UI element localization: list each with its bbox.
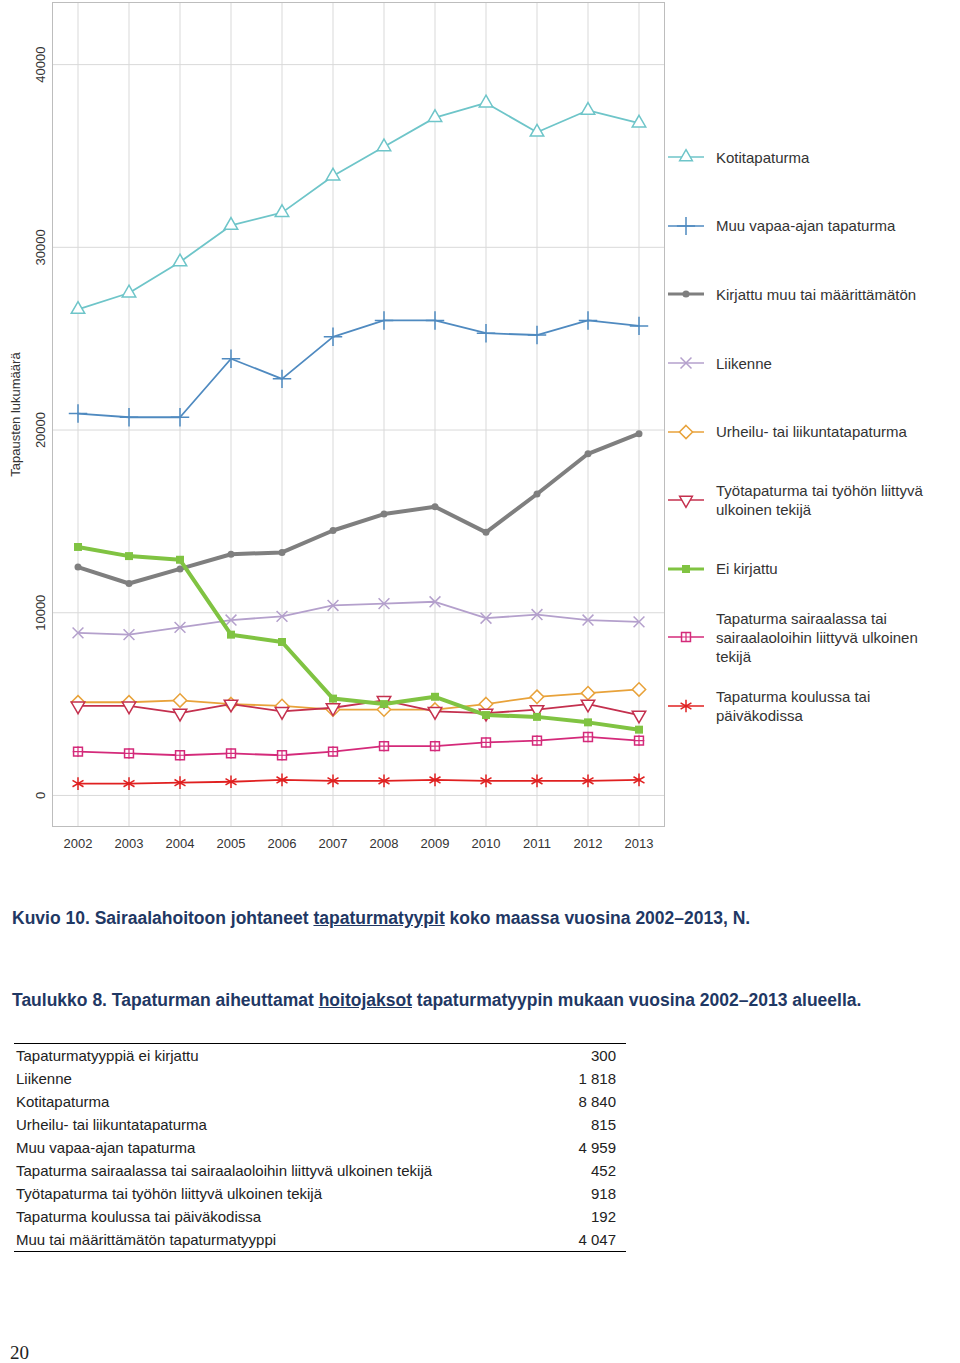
html-text:918: 918 <box>591 1185 616 1202</box>
html-text:815: 815 <box>591 1116 616 1133</box>
svg-text:2003: 2003 <box>115 836 144 851</box>
svg-text:2004: 2004 <box>166 836 195 851</box>
html-text:Taulukko 8. Tapaturman aiheutt: Taulukko 8. Tapaturman aiheuttamat hoito… <box>12 990 862 1010</box>
svg-text:2002: 2002 <box>64 836 93 851</box>
svg-text:2012: 2012 <box>574 836 603 851</box>
html-text:Liikenne: Liikenne <box>716 354 772 372</box>
html-text:Tapaturmatyyppiä ei kirjattu: Tapaturmatyyppiä ei kirjattu <box>16 1047 199 1064</box>
svg-text:0: 0 <box>33 792 48 799</box>
html-text:Tapaturma koulussa tai päiväko: Tapaturma koulussa tai päiväkodissa <box>16 1208 262 1225</box>
svg-text:2007: 2007 <box>319 836 348 851</box>
svg-text:2005: 2005 <box>217 836 246 851</box>
svg-text:2010: 2010 <box>472 836 501 851</box>
svg-text:20000: 20000 <box>33 412 48 448</box>
html-text:452: 452 <box>591 1162 616 1179</box>
html-text:4 047: 4 047 <box>578 1231 616 1248</box>
html-text:192: 192 <box>591 1208 616 1225</box>
html-text:300: 300 <box>591 1047 616 1064</box>
html-text:Ei kirjattu: Ei kirjattu <box>716 560 778 578</box>
html-text:Urheilu- tai liikuntatapaturma: Urheilu- tai liikuntatapaturma <box>716 423 907 441</box>
html-text:Työtapaturma tai työhön liitty: Työtapaturma tai työhön liittyvä ulkoine… <box>16 1185 322 1202</box>
html-text:Liikenne: Liikenne <box>16 1070 72 1087</box>
html-text:Kotitapaturma: Kotitapaturma <box>716 148 810 166</box>
svg-text:40000: 40000 <box>33 47 48 83</box>
html-text:Kirjattu muu tai määrittämätön: Kirjattu muu tai määrittämätön <box>716 286 917 303</box>
svg-text:10000: 10000 <box>33 595 48 631</box>
html-text:Urheilu- tai liikuntatapaturma: Urheilu- tai liikuntatapaturma <box>16 1116 207 1133</box>
html-text:Tapaturma sairaalassa tai sair: Tapaturma sairaalassa tai sairaalaoloihi… <box>716 610 918 665</box>
html-text:Kotitapaturma: Kotitapaturma <box>16 1093 110 1110</box>
svg-text:2006: 2006 <box>268 836 297 851</box>
html-text:Tapaturma koulussa tai päiväko: Tapaturma koulussa tai päiväkodissa <box>716 688 871 724</box>
html-text:Muu vapaa-ajan tapaturma: Muu vapaa-ajan tapaturma <box>716 217 896 235</box>
html-text:Kuvio 10. Sairaalahoitoon joht: Kuvio 10. Sairaalahoitoon johtaneet tapa… <box>12 908 751 928</box>
svg-text:Tapausten lukumäärä: Tapausten lukumäärä <box>8 352 23 477</box>
svg-text:2013: 2013 <box>625 836 654 851</box>
svg-text:2008: 2008 <box>370 836 399 851</box>
html-text:Muu tai määrittämätön tapaturm: Muu tai määrittämätön tapaturmatyyppi <box>16 1231 277 1248</box>
html-text:4 959: 4 959 <box>578 1139 616 1156</box>
html-text:8 840: 8 840 <box>578 1093 616 1110</box>
svg-text:30000: 30000 <box>33 229 48 265</box>
html-text:Työtapaturma tai työhön liitty: Työtapaturma tai työhön liittyvä ulkoine… <box>716 482 923 519</box>
svg-text:2011: 2011 <box>523 836 551 851</box>
svg-text:2009: 2009 <box>421 836 450 851</box>
html-text:20: 20 <box>10 1342 29 1363</box>
html-text:Tapaturma sairaalassa tai sair: Tapaturma sairaalassa tai sairaalaoloihi… <box>16 1162 433 1179</box>
html-text:Muu vapaa-ajan tapaturma: Muu vapaa-ajan tapaturma <box>16 1139 196 1156</box>
html-text:1 818: 1 818 <box>578 1070 616 1087</box>
